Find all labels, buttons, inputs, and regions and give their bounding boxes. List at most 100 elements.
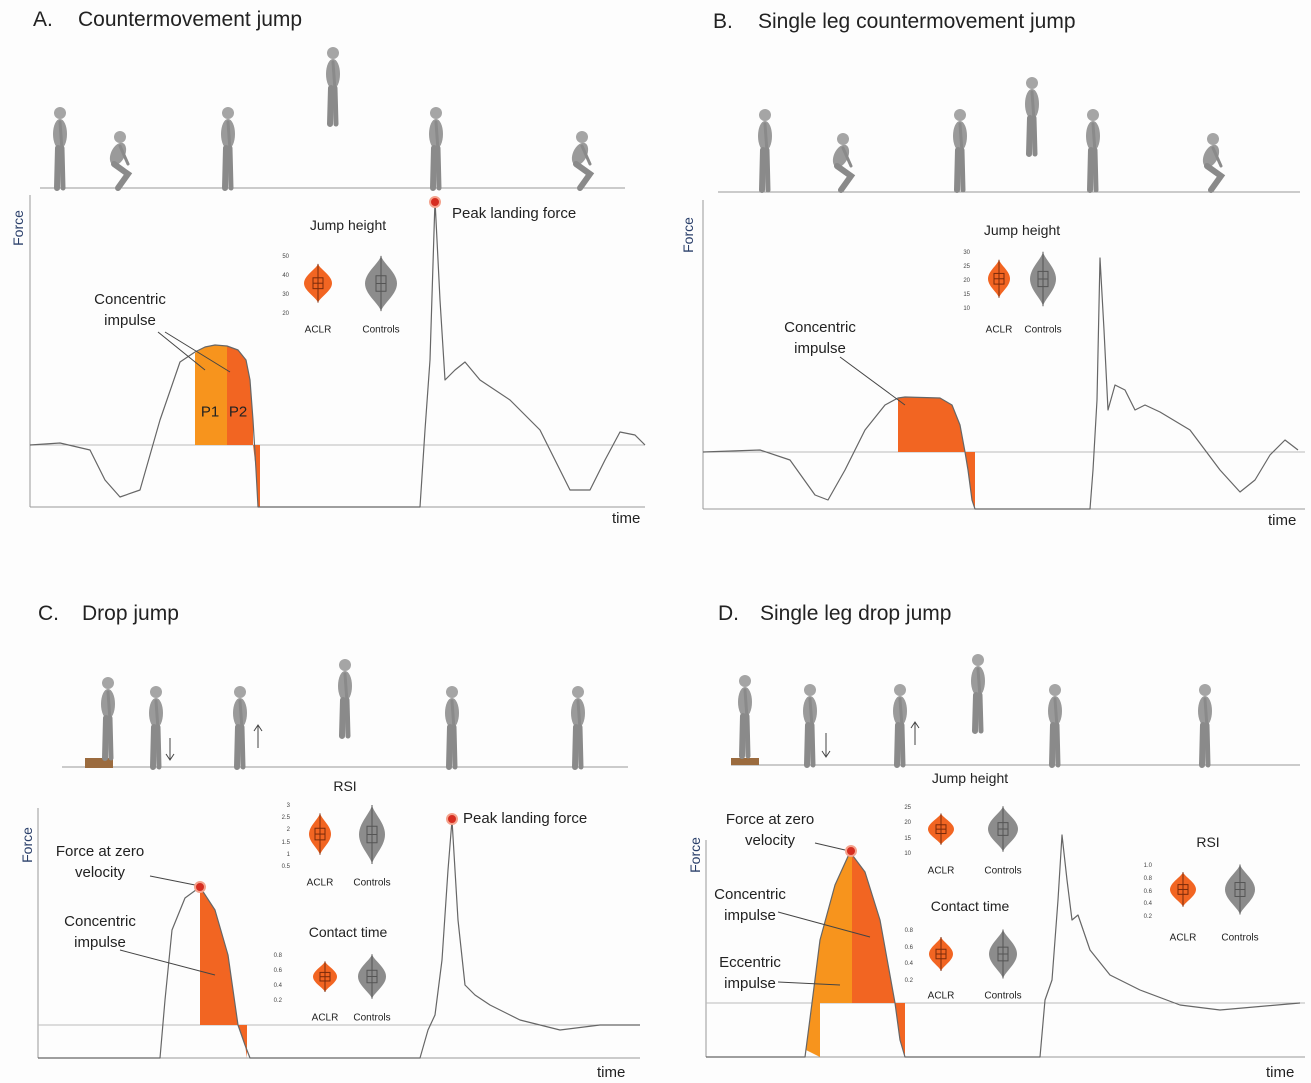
panel-label: B.: [713, 10, 733, 34]
y-axis-label: Force: [680, 217, 696, 253]
annotation: Eccentric impulse: [705, 952, 795, 994]
group-label: Controls: [1221, 933, 1258, 944]
inset-tick-label: 25: [904, 805, 911, 811]
leg: [957, 150, 958, 190]
leg: [230, 148, 231, 188]
group-label: Controls: [353, 1013, 390, 1024]
arms: [578, 701, 580, 729]
leg: [57, 148, 58, 188]
peak-marker: [447, 814, 457, 824]
leg: [449, 727, 450, 767]
leg: [975, 695, 976, 731]
inset-tick-label: 0.8: [905, 928, 913, 934]
annotation: Force at zero velocity: [715, 809, 825, 851]
head: [114, 131, 126, 143]
inset-tick-label: 20: [963, 278, 970, 284]
inset-tick-label: 3: [287, 803, 290, 809]
head: [894, 684, 906, 696]
group-label: Controls: [353, 878, 390, 889]
athlete: [1086, 109, 1100, 190]
inset-title: RSI: [333, 778, 356, 794]
inset-tick-label: 50: [282, 254, 289, 260]
inset-tick-label: 15: [963, 292, 970, 298]
annotation: P2: [229, 404, 247, 421]
y-axis-label: Force: [19, 827, 35, 863]
athlete: [758, 109, 772, 190]
athlete: [101, 677, 115, 758]
leg: [902, 725, 903, 765]
leg: [347, 700, 348, 736]
panel-label: A.: [33, 8, 53, 32]
athlete: [107, 131, 130, 188]
head: [339, 659, 351, 671]
inset-tick-label: 0.2: [905, 978, 913, 984]
head: [739, 675, 751, 687]
arrow: [150, 876, 195, 885]
inset-tick-label: 10: [904, 851, 911, 857]
arms: [810, 699, 812, 727]
annotation: Concentric impulse: [705, 884, 795, 926]
head: [837, 133, 849, 145]
group-label: Controls: [1024, 325, 1061, 336]
arms: [60, 122, 62, 150]
arms: [156, 701, 158, 729]
panel-label: D.: [718, 602, 739, 626]
inset-tick-label: 20: [904, 820, 911, 826]
peak-marker: [846, 846, 856, 856]
x-axis-label: time: [597, 1064, 625, 1081]
athlete: [953, 109, 967, 190]
y-axis-label: Force: [10, 210, 26, 246]
leg: [62, 148, 63, 188]
leg: [225, 148, 226, 188]
inset-tick-label: 10: [963, 306, 970, 312]
leg: [575, 727, 576, 767]
head: [234, 686, 246, 698]
force-curve: [30, 200, 645, 507]
athlete: [571, 686, 585, 767]
arms: [960, 124, 962, 152]
athlete: [1048, 684, 1062, 765]
inset-tick-label: 0.8: [274, 953, 282, 959]
group-label: ACLR: [928, 991, 955, 1002]
peak-marker: [195, 882, 205, 892]
athlete: [149, 686, 163, 767]
leg: [105, 718, 106, 758]
head: [972, 654, 984, 666]
leg: [980, 695, 981, 731]
annotation: Concentric impulse: [775, 317, 865, 359]
leg: [767, 150, 768, 190]
leg: [742, 716, 743, 756]
leg: [335, 88, 336, 124]
athlete: [893, 684, 907, 765]
arms: [436, 122, 438, 150]
inset-tick-label: 0.4: [274, 983, 282, 989]
arms: [452, 701, 454, 729]
eccentric-impulse: [812, 852, 852, 1003]
arms: [108, 692, 110, 720]
arms: [765, 124, 767, 152]
x-axis-label: time: [1266, 1064, 1294, 1081]
athlete: [830, 133, 853, 190]
head: [430, 107, 442, 119]
head: [54, 107, 66, 119]
inset-tick-label: 2.5: [282, 815, 290, 821]
legs: [837, 166, 851, 190]
inset-tick-label: 30: [963, 250, 970, 256]
athlete: [326, 47, 340, 124]
arms: [333, 62, 335, 90]
force-curve: [703, 258, 1298, 509]
legs: [576, 164, 590, 188]
y-axis-label: Force: [687, 837, 703, 873]
leg: [812, 725, 813, 765]
leg: [438, 148, 439, 188]
inset-title: Jump height: [984, 222, 1060, 238]
head: [1026, 77, 1038, 89]
inset-title: RSI: [1196, 834, 1219, 850]
annotation: P1: [201, 404, 219, 421]
arms: [1205, 699, 1207, 727]
arms: [1093, 124, 1095, 152]
athlete: [338, 659, 352, 736]
group-label: ACLR: [305, 325, 332, 336]
leg: [1029, 118, 1030, 154]
leg: [1090, 150, 1091, 190]
